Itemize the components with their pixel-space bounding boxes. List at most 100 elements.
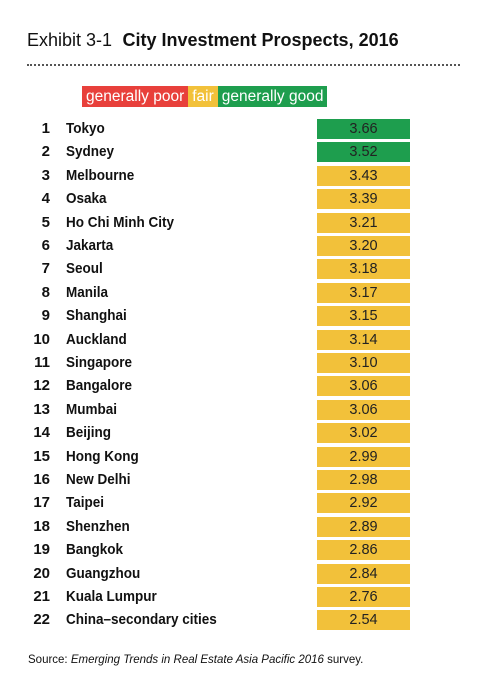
rank-label: 14 — [33, 424, 50, 442]
city-label: Manila — [66, 283, 109, 301]
score-cell: 3.06 — [317, 399, 410, 420]
score-cell: 2.54 — [317, 610, 410, 631]
rank-label: 17 — [33, 494, 50, 512]
source-note: Source: Emerging Trends in Real Estate A… — [28, 654, 363, 666]
rank-label: 22 — [33, 611, 50, 629]
table-row: 14 Beijing 3.02 — [0, 422, 487, 445]
table-row: 20 Guangzhou 2.84 — [0, 563, 487, 586]
city-label: Bangkok — [66, 541, 124, 559]
rank-label: 2 — [41, 143, 50, 161]
score-cell: 3.20 — [317, 236, 410, 256]
page-title: City Investment Prospects, 2016 — [122, 30, 399, 50]
rank-label: 21 — [33, 588, 50, 605]
score-cell: 3.43 — [317, 165, 410, 186]
source-name: Emerging Trends in Real Estate Asia Paci… — [70, 654, 324, 666]
table-row: 18 Shenzhen 2.89 — [0, 516, 487, 539]
city-label: Shanghai — [66, 307, 127, 325]
rank-label: 6 — [41, 237, 50, 254]
score-cell: 3.21 — [317, 212, 410, 233]
city-label: Melbourne — [66, 166, 135, 184]
table-row: 12 Bangalore 3.06 — [0, 375, 487, 398]
score-cell: 3.10 — [317, 353, 410, 373]
rank-label: 12 — [33, 377, 50, 395]
city-label: Singapore — [66, 354, 133, 371]
score-cell: 3.39 — [317, 189, 410, 210]
table-row: 21 Kuala Lumpur 2.76 — [0, 586, 487, 609]
city-label: China–secondary cities — [66, 611, 217, 629]
score-cell: 3.52 — [317, 142, 410, 163]
table-row: 7 Seoul 3.18 — [0, 258, 487, 281]
score-cell: 3.02 — [317, 423, 410, 444]
score-cell: 2.92 — [317, 493, 410, 514]
rank-label: 1 — [41, 120, 50, 137]
score-cell: 2.89 — [317, 516, 410, 537]
rank-label: 7 — [41, 260, 50, 278]
rank-label: 13 — [33, 400, 50, 418]
city-label: Osaka — [66, 190, 107, 208]
score-cell: 2.99 — [317, 446, 410, 467]
rank-label: 9 — [41, 307, 50, 325]
rank-label: 18 — [33, 517, 50, 535]
rank-label: 5 — [41, 213, 50, 231]
source-prefix: Source: — [28, 654, 71, 666]
dotted-divider — [27, 64, 460, 66]
city-label: Tokyo — [66, 120, 105, 137]
table-row: 4 Osaka 3.39 — [0, 188, 487, 211]
city-label: Shenzhen — [66, 517, 130, 535]
city-label: Taipei — [66, 494, 105, 512]
city-label: Guangzhou — [66, 564, 141, 582]
table-row: 3 Melbourne 3.43 — [0, 165, 487, 188]
table-row: 9 Shanghai 3.15 — [0, 305, 487, 328]
score-cell: 2.98 — [317, 470, 410, 490]
city-label: Jakarta — [66, 237, 114, 254]
legend-good: generally good — [217, 86, 328, 107]
city-label: Kuala Lumpur — [66, 588, 157, 605]
rank-label: 19 — [33, 541, 50, 559]
table-row: 6 Jakarta 3.20 — [0, 235, 487, 258]
table-row: 13 Mumbai 3.06 — [0, 399, 487, 422]
score-cell: 2.84 — [317, 563, 410, 584]
rank-label: 8 — [41, 283, 50, 301]
score-cell: 2.76 — [317, 587, 410, 607]
score-cell: 2.86 — [317, 540, 410, 561]
city-label: Beijing — [66, 424, 112, 442]
table-row: 2 Sydney 3.52 — [0, 141, 487, 164]
score-cell: 3.06 — [317, 376, 410, 397]
city-label: Seoul — [66, 260, 103, 278]
city-label: New Delhi — [66, 471, 131, 488]
table-row: 22 China–secondary cities 2.54 — [0, 609, 487, 632]
city-label: Hong Kong — [66, 447, 139, 465]
chart-title: Exhibit 3-1 City Investment Prospects, 2… — [27, 30, 399, 51]
table-row: 15 Hong Kong 2.99 — [0, 446, 487, 469]
source-suffix: survey. — [323, 654, 364, 666]
table-row: 17 Taipei 2.92 — [0, 492, 487, 515]
city-label: Ho Chi Minh City — [66, 213, 174, 231]
score-cell: 3.18 — [317, 259, 410, 280]
table-row: 8 Manila 3.17 — [0, 282, 487, 305]
rank-label: 3 — [41, 166, 50, 184]
rank-label: 11 — [34, 354, 50, 371]
city-label: Mumbai — [66, 400, 118, 418]
exhibit-label: Exhibit 3-1 — [27, 30, 113, 50]
score-cell: 3.14 — [317, 329, 410, 350]
score-cell: 3.17 — [317, 282, 410, 303]
city-label: Bangalore — [66, 377, 133, 395]
legend-fair: fair — [188, 86, 218, 107]
rank-label: 20 — [33, 564, 50, 582]
legend-poor: generally poor — [82, 86, 189, 107]
rank-label: 4 — [41, 190, 50, 208]
table-row: 11 Singapore 3.10 — [0, 352, 487, 375]
legend: generally poor fair generally good — [82, 86, 328, 107]
table-row: 19 Bangkok 2.86 — [0, 539, 487, 562]
score-cell: 3.15 — [317, 306, 410, 327]
rank-label: 15 — [33, 447, 50, 465]
table-row: 10 Auckland 3.14 — [0, 329, 487, 352]
table-row: 5 Ho Chi Minh City 3.21 — [0, 212, 487, 235]
table-row: 16 New Delhi 2.98 — [0, 469, 487, 492]
city-label: Sydney — [66, 143, 115, 161]
rank-label: 10 — [33, 330, 50, 348]
score-cell: 3.66 — [317, 119, 410, 139]
city-label: Auckland — [66, 330, 127, 348]
table-row: 1 Tokyo 3.66 — [0, 118, 487, 141]
rank-label: 16 — [33, 471, 50, 488]
